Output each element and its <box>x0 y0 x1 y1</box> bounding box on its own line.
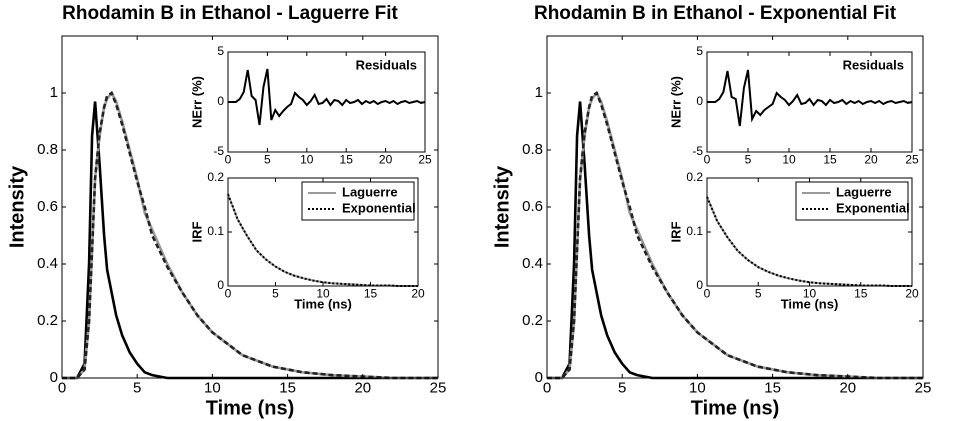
y-axis-label: NErr (%) <box>668 76 683 128</box>
x-tick-label: 25 <box>418 153 432 167</box>
x-tick-label: 5 <box>272 287 279 301</box>
x-tick-label: 25 <box>905 153 919 167</box>
y-tick-label: 0.6 <box>37 198 58 215</box>
y-tick-label: 5 <box>217 44 224 58</box>
x-tick-label: 5 <box>755 287 762 301</box>
y-tick-label: 0.4 <box>522 255 543 272</box>
x-tick-label: 0 <box>225 153 232 167</box>
x-tick-label: 25 <box>915 379 932 396</box>
x-tick-label: 15 <box>279 379 296 396</box>
y-tick-label: 0.2 <box>686 170 703 184</box>
y-tick-label: 0.8 <box>522 141 543 158</box>
x-tick-label: 20 <box>905 287 919 301</box>
y-tick-label: 0.4 <box>37 255 58 272</box>
x-axis-label: Time (ns) <box>206 397 295 419</box>
y-axis-label: IRF <box>668 221 683 242</box>
y-tick-label: 0 <box>535 369 543 386</box>
y-tick-label: 5 <box>696 44 703 58</box>
legend-label: Exponential <box>342 200 416 215</box>
chart-title: Rhodamin B in Ethanol - Laguerre Fit <box>62 3 398 24</box>
annotation: Residuals <box>843 57 904 72</box>
x-tick-label: 0 <box>543 379 551 396</box>
x-tick-label: 20 <box>411 287 425 301</box>
y-tick-label: 0 <box>217 278 224 292</box>
legend-label: Exponential <box>836 200 910 215</box>
annotation: Residuals <box>356 57 417 72</box>
x-tick-label: 25 <box>430 379 447 396</box>
y-tick-label: 0 <box>696 94 703 108</box>
y-tick-label: 0.2 <box>207 170 224 184</box>
data-line <box>547 91 923 380</box>
x-tick-label: 5 <box>618 379 626 396</box>
x-tick-label: 5 <box>133 379 141 396</box>
x-axis-label: Time (ns) <box>691 397 780 419</box>
x-tick-label: 20 <box>839 379 856 396</box>
legend-box <box>795 181 909 221</box>
x-tick-label: 10 <box>300 153 314 167</box>
x-tick-label: 20 <box>354 379 371 396</box>
y-axis-label: Intensity <box>6 165 28 248</box>
x-tick-label: 15 <box>823 153 837 167</box>
y-axis-label: NErr (%) <box>189 76 204 128</box>
y-tick-label: 0.1 <box>686 224 703 238</box>
legend-label: Laguerre <box>836 184 892 199</box>
data-line <box>62 91 438 380</box>
x-tick-label: 0 <box>704 287 711 301</box>
data-line <box>707 69 913 127</box>
x-tick-label: 15 <box>764 379 781 396</box>
y-axis-label: IRF <box>189 221 204 242</box>
y-axis-label: Intensity <box>491 165 513 248</box>
y-tick-label: 1 <box>535 84 543 101</box>
x-axis-label: Time (ns) <box>294 296 352 311</box>
x-tick-label: 10 <box>803 287 817 301</box>
y-tick-label: 0.6 <box>522 198 543 215</box>
y-tick-label: 0.8 <box>37 141 58 158</box>
legend-box <box>301 181 415 221</box>
x-tick-label: 0 <box>225 287 232 301</box>
chart-title: Rhodamin B in Ethanol - Exponential Fit <box>534 3 897 24</box>
x-tick-label: 20 <box>864 153 878 167</box>
x-tick-label: 15 <box>364 287 378 301</box>
x-tick-label: 0 <box>704 153 711 167</box>
x-tick-label: 5 <box>745 153 752 167</box>
y-tick-label: 0.1 <box>207 224 224 238</box>
y-tick-label: 1 <box>50 84 58 101</box>
x-tick-label: 5 <box>264 153 271 167</box>
y-tick-label: 0 <box>696 278 703 292</box>
y-tick-label: -5 <box>213 144 224 158</box>
x-tick-label: 15 <box>854 287 868 301</box>
legend-label: Laguerre <box>342 184 398 199</box>
x-tick-label: 15 <box>340 153 354 167</box>
y-tick-label: 0.2 <box>37 312 58 329</box>
x-tick-label: 10 <box>204 379 221 396</box>
x-tick-label: 10 <box>782 153 796 167</box>
x-tick-label: 10 <box>689 379 706 396</box>
x-axis-label: Time (ns) <box>781 296 839 311</box>
x-tick-label: 10 <box>316 287 330 301</box>
x-tick-label: 0 <box>58 379 66 396</box>
x-tick-label: 20 <box>379 153 393 167</box>
y-tick-label: 0.2 <box>522 312 543 329</box>
data-line <box>228 68 426 126</box>
y-tick-label: 0 <box>217 94 224 108</box>
y-tick-label: 0 <box>50 369 58 386</box>
y-tick-label: -5 <box>692 144 703 158</box>
